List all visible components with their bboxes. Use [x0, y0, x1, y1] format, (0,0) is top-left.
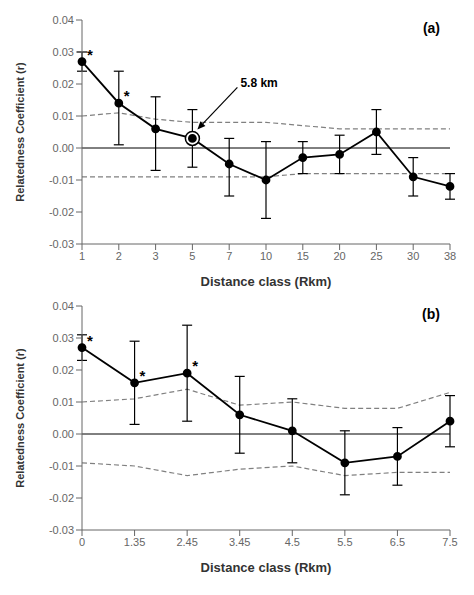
svg-text:7: 7 — [226, 250, 232, 262]
svg-text:*: * — [192, 357, 198, 374]
svg-text:7.5: 7.5 — [442, 536, 457, 548]
svg-text:0.04: 0.04 — [53, 14, 74, 26]
svg-text:2.45: 2.45 — [176, 536, 197, 548]
svg-text:0.02: 0.02 — [53, 78, 74, 90]
svg-text:Relatedness Coefficient (r): Relatedness Coefficient (r) — [14, 62, 26, 202]
svg-text:-0.01: -0.01 — [49, 460, 74, 472]
svg-text:10: 10 — [260, 250, 272, 262]
svg-text:3: 3 — [153, 250, 159, 262]
html-text:(a): (a) — [422, 20, 440, 36]
svg-text:6.5: 6.5 — [390, 536, 405, 548]
svg-text:-0.02: -0.02 — [49, 492, 74, 504]
svg-text:0.00: 0.00 — [53, 428, 74, 440]
svg-text:-0.03: -0.03 — [49, 524, 74, 536]
svg-text:20: 20 — [333, 250, 345, 262]
svg-text:*: * — [87, 46, 93, 63]
svg-text:0.01: 0.01 — [53, 396, 74, 408]
svg-text:0.04: 0.04 — [53, 300, 74, 312]
svg-text:5: 5 — [189, 250, 195, 262]
svg-text:-0.02: -0.02 — [49, 206, 74, 218]
svg-text:*: * — [87, 332, 93, 349]
svg-text:3.45: 3.45 — [229, 536, 250, 548]
svg-text:25: 25 — [370, 250, 382, 262]
svg-text:1.35: 1.35 — [124, 536, 145, 548]
svg-text:0.00: 0.00 — [53, 142, 74, 154]
svg-text:5.8 km: 5.8 km — [240, 76, 277, 90]
svg-text:0.03: 0.03 — [53, 46, 74, 58]
svg-text:0: 0 — [79, 536, 85, 548]
svg-text:Distance class (Rkm): Distance class (Rkm) — [201, 560, 332, 575]
svg-text:30: 30 — [407, 250, 419, 262]
svg-text:2: 2 — [116, 250, 122, 262]
svg-text:Relatedness Coefficient (r): Relatedness Coefficient (r) — [14, 348, 26, 488]
svg-text:-0.01: -0.01 — [49, 174, 74, 186]
svg-text:0.01: 0.01 — [53, 110, 74, 122]
svg-text:Distance class (Rkm): Distance class (Rkm) — [201, 274, 332, 289]
html-text:(b): (b) — [422, 306, 440, 322]
svg-text:*: * — [124, 87, 130, 104]
svg-text:5.5: 5.5 — [337, 536, 352, 548]
svg-text:4.5: 4.5 — [285, 536, 300, 548]
svg-text:-0.03: -0.03 — [49, 238, 74, 250]
svg-text:38: 38 — [444, 250, 456, 262]
svg-text:15: 15 — [297, 250, 309, 262]
svg-text:0.02: 0.02 — [53, 364, 74, 376]
svg-text:*: * — [140, 367, 146, 384]
svg-text:0.03: 0.03 — [53, 332, 74, 344]
svg-text:1: 1 — [79, 250, 85, 262]
